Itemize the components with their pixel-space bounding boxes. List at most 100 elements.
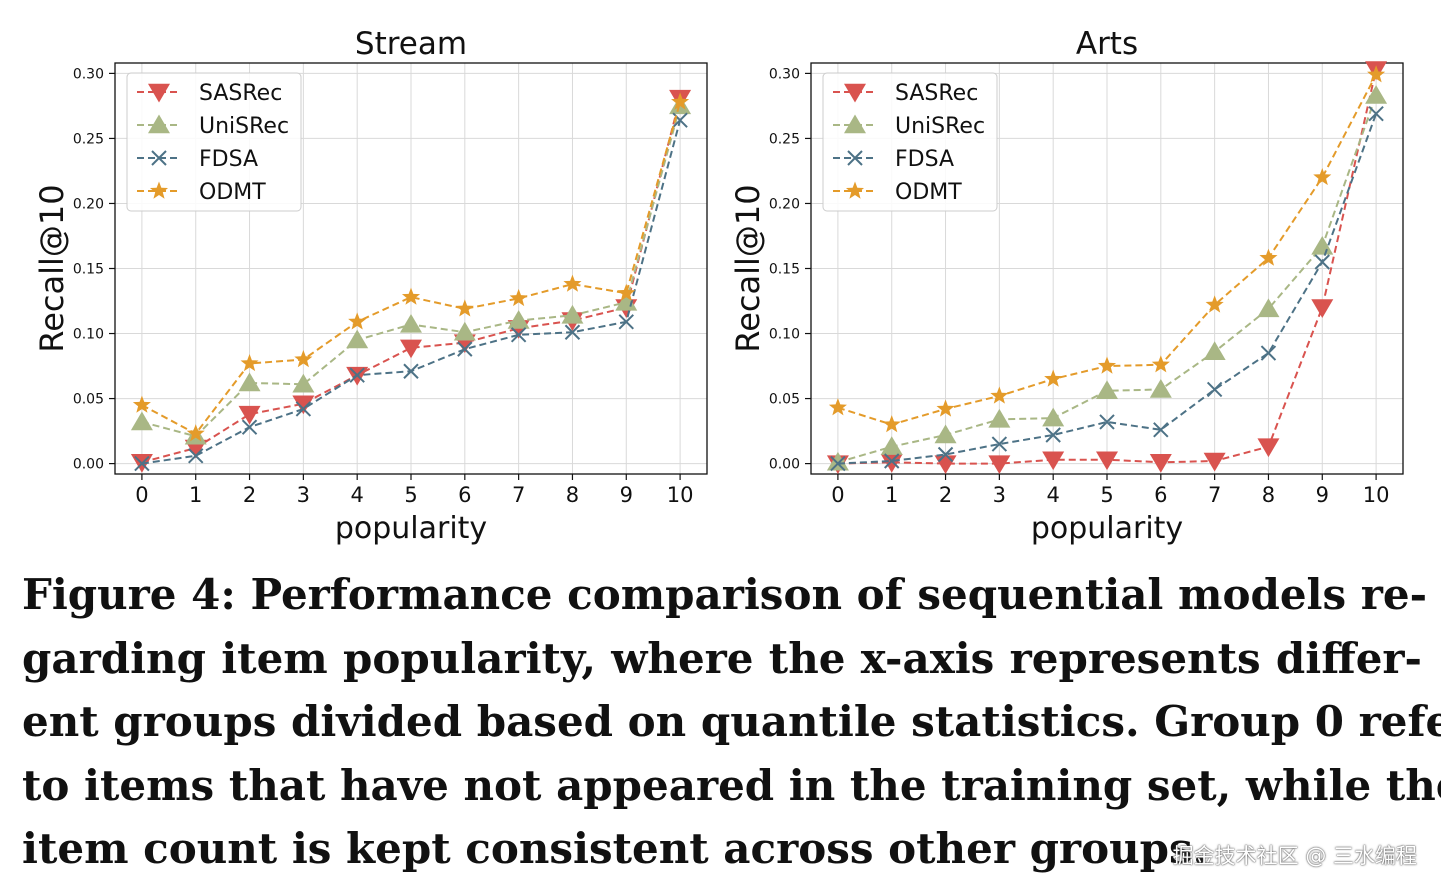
data-point [292, 395, 315, 415]
data-point [346, 329, 369, 349]
data-point [934, 424, 957, 444]
x-tick-label: 7 [512, 483, 525, 507]
y-tick-label: 0.30 [769, 66, 800, 82]
caption-line: to items that have not appeared in the t… [22, 760, 1441, 810]
x-axis-label: popularity [335, 511, 487, 546]
data-point [561, 304, 584, 324]
data-point [348, 312, 367, 330]
legend-label: SASRec [199, 81, 282, 106]
data-point [1257, 298, 1280, 318]
data-point [1153, 422, 1169, 438]
series-sasrec [826, 61, 1388, 475]
data-point [937, 446, 954, 463]
data-point [988, 455, 1011, 475]
data-point [830, 455, 846, 472]
x-tick-label: 7 [1208, 483, 1221, 507]
data-point [510, 327, 527, 343]
data-point [1042, 407, 1065, 427]
data-point [132, 395, 151, 413]
chart-title: Arts [1076, 26, 1138, 62]
data-point [186, 424, 205, 442]
x-tick-label: 3 [297, 483, 310, 507]
data-point [1257, 438, 1280, 458]
series-line [141, 101, 682, 435]
y-tick-label: 0.20 [769, 196, 800, 212]
x-tick-label: 1 [885, 483, 898, 507]
data-point [564, 324, 581, 340]
x-tick-label: 6 [458, 483, 471, 507]
data-point [1096, 451, 1118, 471]
data-point [884, 453, 900, 469]
y-tick-label: 0.10 [73, 327, 104, 343]
y-tick-label: 0.25 [769, 131, 800, 147]
legend-box [822, 72, 998, 212]
legend-label: ODMT [895, 180, 962, 205]
data-point [1206, 381, 1223, 398]
caption-line: Figure 4: Performance comparison of sequ… [22, 570, 1428, 619]
x-tick-label: 8 [566, 483, 579, 507]
legend-marker [149, 181, 169, 199]
data-point [1099, 414, 1115, 430]
series-odmt [828, 65, 1386, 433]
data-point [400, 313, 422, 333]
legend-marker [148, 83, 170, 103]
data-point [241, 419, 258, 435]
x-tick-label: 4 [1046, 483, 1059, 507]
data-point [1259, 248, 1278, 266]
x-tick-label: 9 [1316, 483, 1329, 507]
chart-panel: 0 1 2 3 4 5 6 7 8 9 10 0.00 0.05 0.10 0.15 0.20 0.25 0.30… [33, 26, 708, 546]
data-point [1044, 369, 1063, 387]
series-line [837, 113, 1378, 465]
x-tick-label: 9 [620, 483, 633, 507]
data-point [455, 299, 474, 317]
legend-label: UniSRec [895, 114, 985, 139]
grid [115, 63, 707, 474]
x-tick-label: 10 [667, 483, 694, 507]
data-point [1365, 85, 1388, 104]
charts: 0 1 2 3 4 5 6 7 8 9 100.000.050.100.150.200.250.30… [33, 26, 1404, 546]
data-point [295, 401, 312, 417]
data-point [1203, 341, 1226, 360]
data-point [294, 350, 313, 368]
y-axis-label: Recall@10 [33, 184, 71, 352]
caption-line: ent groups divided based on quantile sta… [22, 697, 1441, 746]
x-tick-label: 5 [404, 483, 417, 507]
y-axis-label: Recall@10 [729, 184, 767, 352]
data-point [880, 436, 903, 455]
data-point [1097, 356, 1117, 374]
data-point [1313, 167, 1332, 186]
y-tick-label: 0.00 [73, 457, 104, 473]
series-fdsa [830, 106, 1384, 472]
data-point [1368, 106, 1384, 122]
x-axis-label: popularity [1031, 511, 1183, 546]
data-point [618, 314, 634, 330]
data-point [1367, 65, 1386, 83]
caption-line: item count is kept consistent across oth… [22, 824, 1208, 873]
x-tick-label: 3 [993, 483, 1006, 507]
legend-label: ODMT [199, 180, 266, 205]
data-point [826, 451, 849, 471]
y-tick-label: 0.05 [769, 392, 800, 408]
legend-marker [151, 150, 167, 166]
x-tick-label: 8 [1262, 483, 1275, 507]
x-tick-label: 6 [1154, 483, 1167, 507]
series-odmt [132, 92, 690, 442]
data-point [1149, 454, 1172, 473]
data-point [238, 372, 261, 392]
legend-box [126, 72, 302, 212]
data-point [292, 373, 315, 393]
x-tick-label: 5 [1100, 483, 1113, 507]
data-point [1314, 254, 1330, 270]
legend-marker [845, 181, 865, 199]
data-point [349, 367, 365, 383]
data-point [238, 405, 261, 425]
y-tick-label: 0.05 [73, 392, 104, 408]
legend-label: FDSA [895, 147, 954, 172]
y-tick-label: 0.00 [769, 457, 800, 473]
data-point [1042, 451, 1065, 471]
chart-title: Stream [355, 26, 467, 62]
data-point [453, 321, 476, 341]
x-tick-label: 0 [135, 483, 148, 507]
figure-caption: Figure 4: Performance comparison of sequ… [22, 563, 1441, 881]
data-point [400, 339, 422, 359]
